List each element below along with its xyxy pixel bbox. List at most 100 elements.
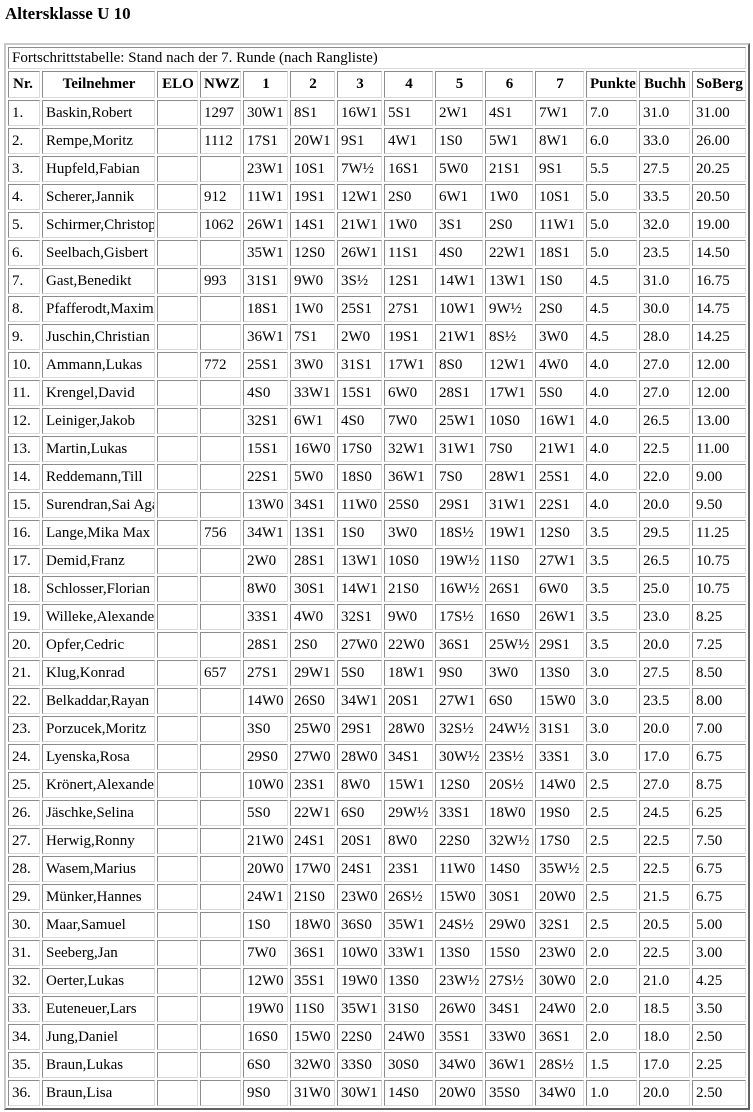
cell-buchh: 23.5 <box>639 688 690 714</box>
cell-round-3: 28W0 <box>337 744 382 770</box>
cell-round-7: 13S0 <box>535 660 584 686</box>
cell-round-1: 16S0 <box>243 1024 288 1050</box>
cell-round-3: 24S1 <box>337 856 382 882</box>
column-header-round-1: 1 <box>243 71 288 98</box>
table-row: 31. Seeberg,Jan 7W0 36S1 10W0 33W1 13S0 15S0 23W… <box>8 940 747 966</box>
cell-round-3: 21W1 <box>337 212 382 238</box>
cell-nr: 10. <box>8 352 40 378</box>
cell-round-6: 6S0 <box>485 688 533 714</box>
cell-round-1: 1S0 <box>243 912 288 938</box>
cell-teilnehmer: Seeberg,Jan <box>42 940 155 966</box>
cell-round-5: 18S½ <box>435 520 483 546</box>
cell-punkte: 3.5 <box>586 576 637 602</box>
cell-soberg: 8.50 <box>692 660 747 686</box>
cell-round-7: 4W0 <box>535 352 584 378</box>
cell-round-7: 15W0 <box>535 688 584 714</box>
cell-round-3: 9S1 <box>337 128 382 154</box>
cell-buchh: 27.0 <box>639 352 690 378</box>
cell-elo <box>157 492 198 518</box>
cell-round-7: 19S0 <box>535 800 584 826</box>
cell-teilnehmer: Hupfeld,Fabian <box>42 156 155 182</box>
cell-elo <box>157 212 198 238</box>
cell-round-6: 13W1 <box>485 268 533 294</box>
cell-punkte: 4.5 <box>586 268 637 294</box>
cell-elo <box>157 100 198 126</box>
cell-buchh: 26.5 <box>639 408 690 434</box>
cell-round-7: 23W0 <box>535 940 584 966</box>
cell-soberg: 3.00 <box>692 940 747 966</box>
cell-teilnehmer: Belkaddar,Rayan <box>42 688 155 714</box>
cell-round-5: 15W0 <box>435 884 483 910</box>
cell-round-1: 30W1 <box>243 100 288 126</box>
column-header-elo: ELO <box>157 71 198 98</box>
cell-round-6: 17W1 <box>485 380 533 406</box>
cell-punkte: 2.0 <box>586 996 637 1022</box>
cell-round-1: 22S1 <box>243 464 288 490</box>
cell-nr: 26. <box>8 800 40 826</box>
cell-round-6: 35S0 <box>485 1080 533 1106</box>
cell-round-7: 35W½ <box>535 856 584 882</box>
cell-round-3: 35W1 <box>337 996 382 1022</box>
cell-punkte: 3.0 <box>586 744 637 770</box>
cell-round-7: 8W1 <box>535 128 584 154</box>
cell-soberg: 8.00 <box>692 688 747 714</box>
cell-punkte: 3.5 <box>586 548 637 574</box>
cell-round-1: 18S1 <box>243 296 288 322</box>
cell-elo <box>157 380 198 406</box>
cell-nr: 29. <box>8 884 40 910</box>
cell-round-7: 11W1 <box>535 212 584 238</box>
cell-round-2: 1W0 <box>290 296 335 322</box>
cell-round-2: 15W0 <box>290 1024 335 1050</box>
cell-punkte: 2.5 <box>586 856 637 882</box>
cell-round-5: 16W½ <box>435 576 483 602</box>
cell-round-2: 36S1 <box>290 940 335 966</box>
cell-punkte: 1.5 <box>586 1052 637 1078</box>
cell-round-3: 8W0 <box>337 772 382 798</box>
cell-nr: 2. <box>8 128 40 154</box>
cell-soberg: 12.00 <box>692 380 747 406</box>
cell-soberg: 14.50 <box>692 240 747 266</box>
cell-soberg: 10.75 <box>692 548 747 574</box>
cell-elo <box>157 996 198 1022</box>
cell-punkte: 5.5 <box>586 156 637 182</box>
cell-round-7: 10S1 <box>535 184 584 210</box>
cell-round-4: 32W1 <box>384 436 433 462</box>
cell-round-6: 14S0 <box>485 856 533 882</box>
cell-soberg: 3.50 <box>692 996 747 1022</box>
cell-round-7: 9S1 <box>535 156 584 182</box>
table-row: 17. Demid,Franz 2W0 28S1 13W1 10S0 19W½ 11S0 27W… <box>8 548 747 574</box>
cell-punkte: 2.0 <box>586 1024 637 1050</box>
cell-round-5: 21W1 <box>435 324 483 350</box>
cell-teilnehmer: Wasem,Marius <box>42 856 155 882</box>
cell-round-7: 30W0 <box>535 968 584 994</box>
cell-round-4: 13S0 <box>384 968 433 994</box>
cell-round-4: 30S0 <box>384 1052 433 1078</box>
cell-round-4: 14S0 <box>384 1080 433 1106</box>
cell-buchh: 27.5 <box>639 660 690 686</box>
cell-round-1: 33S1 <box>243 604 288 630</box>
cell-round-2: 31W0 <box>290 1080 335 1106</box>
cell-round-4: 6W0 <box>384 380 433 406</box>
cell-buchh: 20.0 <box>639 492 690 518</box>
cell-round-6: 20S½ <box>485 772 533 798</box>
cell-nwz <box>200 912 241 938</box>
cell-round-2: 4W0 <box>290 604 335 630</box>
cell-teilnehmer: Porzucek,Moritz <box>42 716 155 742</box>
cell-buchh: 22.5 <box>639 828 690 854</box>
cell-round-4: 29W½ <box>384 800 433 826</box>
cell-nr: 6. <box>8 240 40 266</box>
cell-elo <box>157 1052 198 1078</box>
cell-round-1: 25S1 <box>243 352 288 378</box>
cell-round-5: 29S1 <box>435 492 483 518</box>
cell-round-2: 12S0 <box>290 240 335 266</box>
cell-nr: 12. <box>8 408 40 434</box>
cell-round-6: 26S1 <box>485 576 533 602</box>
table-row: 27. Herwig,Ronny 21W0 24S1 20S1 8W0 22S0 32W½ 17… <box>8 828 747 854</box>
cell-soberg: 20.50 <box>692 184 747 210</box>
cell-punkte: 4.0 <box>586 380 637 406</box>
table-row: 22. Belkaddar,Rayan 14W0 26S0 34W1 20S1 27W1 6S… <box>8 688 747 714</box>
column-header-nwz: NWZ <box>200 71 241 98</box>
cell-round-3: 2W0 <box>337 324 382 350</box>
cell-soberg: 6.75 <box>692 884 747 910</box>
cell-nr: 31. <box>8 940 40 966</box>
